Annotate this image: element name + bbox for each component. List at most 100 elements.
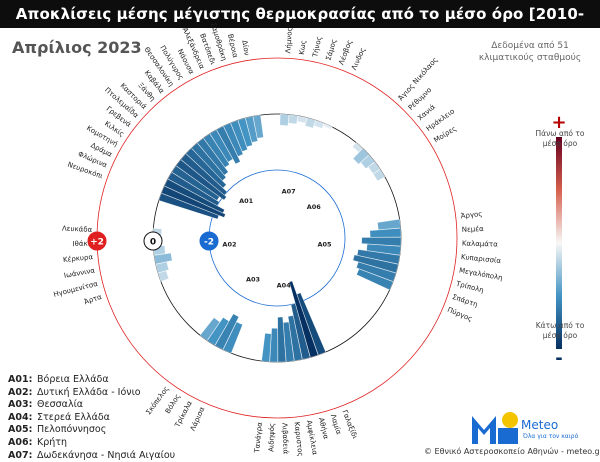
legend-name: Στερεά Ελλάδα (37, 411, 110, 423)
station-label: Λήμνος (284, 27, 294, 53)
station-label: Αιδηψός (267, 423, 276, 452)
bar-a05 (361, 237, 402, 247)
station-label: Σπάρτη (451, 293, 479, 309)
legend-code: A04: (8, 411, 33, 423)
station-label: Καλαμάτα (462, 239, 498, 248)
group-code-label: A02 (222, 241, 236, 249)
station-label: Λευκάδα (62, 225, 93, 234)
brand-name: Meteo (521, 418, 559, 432)
station-label: Τανάγρα (253, 421, 264, 454)
legend-item: A06: Κρήτη (8, 437, 175, 450)
bar-a04 (290, 303, 311, 360)
station-label: Αθήνα (317, 417, 330, 441)
bar-a05 (356, 249, 400, 265)
group-code-label: A01 (239, 197, 254, 205)
bar-a07 (297, 115, 308, 124)
station-label: Τήνος (311, 36, 323, 59)
chart-title: Αποκλίσεις μέσης μέγιστης θερμοκρασίας α… (0, 0, 600, 51)
bar-a06 (352, 148, 370, 165)
bar-a02 (154, 252, 173, 265)
legend-name: Πελοπόννησος (37, 424, 107, 436)
colorbar-plus-label: + (551, 112, 566, 133)
station-label: Ιθάκη (72, 239, 92, 248)
meteo-logo-icon (472, 412, 518, 444)
colorbar-minus-label: - (555, 348, 562, 369)
bar-a03 (222, 321, 243, 354)
group-code-label: A05 (317, 241, 332, 249)
bar-a05 (377, 219, 401, 230)
group-code-label: A06 (307, 203, 322, 211)
legend-item: A02: Δυτική Ελλάδα - Ιόνιο (8, 387, 175, 400)
legend-code: A05: (8, 424, 33, 436)
bar-a04 (287, 315, 303, 361)
station-label: Βέροια (226, 33, 239, 59)
bar-a01 (252, 114, 264, 139)
bar-a01 (164, 178, 225, 214)
bar-a03 (207, 317, 230, 346)
bar-a02 (157, 270, 169, 282)
source-credit: © Εθνικό Αστεροσκοπείο Αθηνών - meteo.gr (424, 447, 600, 456)
region-legend: A01: Βόρεια Ελλάδα A02: Δυτική Ελλάδα - … (8, 374, 175, 462)
station-label: Τρίπολη (454, 280, 484, 295)
ring-marker (87, 231, 107, 251)
legend-name: Θεσσαλία (37, 399, 84, 411)
bar-a04 (269, 328, 278, 363)
legend-item: A04: Στερεά Ελλάδα (8, 412, 175, 425)
group-code-label: A07 (282, 187, 296, 195)
ring-marker-label: -2 (204, 238, 214, 248)
bar-a04 (296, 292, 326, 356)
bar-a02 (155, 261, 169, 274)
station-label: Κως (298, 40, 308, 56)
bar-a03 (199, 317, 220, 341)
station-label: Λαμία (329, 413, 343, 436)
bar-a01 (161, 185, 226, 218)
bar-a01 (167, 172, 220, 206)
legend-name: Δωδεκάνησα - Νησιά Αιγαίου (37, 449, 176, 461)
station-label: Ιωάννινα (63, 266, 96, 279)
legend-name: Βόρεια Ελλάδα (37, 374, 109, 385)
legend-name: Δυτική Ελλάδα - Ιόνιο (37, 386, 141, 398)
bar-a04 (277, 316, 287, 363)
station-label: Λάρισα (189, 405, 207, 432)
bar-a01 (158, 193, 219, 220)
ring-marker (143, 231, 163, 251)
bar-a07 (279, 113, 290, 126)
bar-a04 (261, 333, 272, 362)
legend-code: A06: (8, 436, 33, 448)
bar-a01 (245, 116, 258, 143)
bar-a06 (368, 161, 381, 174)
station-label: Καρυστος (293, 422, 305, 457)
bar-a05 (356, 261, 397, 282)
colorbar-bottom-text: Κάτω από το μέσο όρο (535, 321, 585, 340)
legend-item: A01: Βόρεια Ελλάδα (8, 374, 175, 387)
bar-a04 (289, 280, 319, 358)
bar-a06 (352, 142, 363, 153)
bar-a05 (369, 228, 402, 238)
bar-a01 (230, 120, 248, 152)
ring-marker-label: +2 (90, 238, 104, 248)
group-code-label: A04 (277, 282, 292, 290)
legend-code: A07: (8, 449, 33, 461)
legend-item: A03: Θεσσαλία (8, 399, 175, 412)
station-label: Λέσβος (337, 39, 353, 66)
bar-a07 (313, 120, 325, 129)
bar-a01 (185, 148, 227, 189)
ring-marker-label: 0 (150, 238, 156, 248)
bar-a03 (214, 313, 239, 350)
bar-a01 (203, 133, 230, 168)
bar-a07 (323, 123, 333, 130)
station-label: Γαλαξίδι (340, 409, 359, 441)
bar-a05 (356, 268, 394, 291)
legend-item: A05: Πελοπόννησος (8, 424, 175, 437)
colorbar-top-text: Πάνω από το μέσο όρο (535, 129, 585, 148)
bar-a01 (216, 126, 241, 165)
legend-code: A03: (8, 399, 33, 411)
chart-subtitle: Απρίλιος 2023 (12, 38, 142, 57)
bar-a07 (288, 114, 299, 125)
bar-a01 (209, 129, 234, 163)
station-label: Αμφίκλεια (305, 420, 319, 456)
ring-marker (199, 231, 219, 251)
bar-a01 (237, 117, 253, 148)
legend-name: Κρήτη (37, 436, 68, 448)
